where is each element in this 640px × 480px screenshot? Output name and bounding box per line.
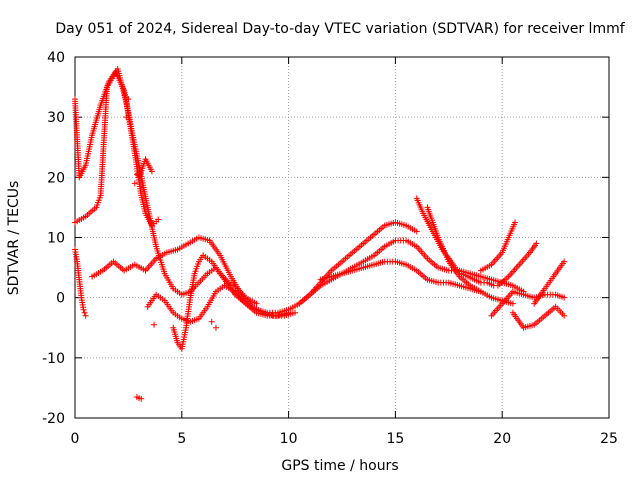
data-point bbox=[533, 240, 540, 247]
data-point bbox=[561, 312, 568, 319]
y-tick-label: -20 bbox=[42, 411, 65, 427]
data-point bbox=[148, 168, 155, 175]
data-point bbox=[561, 258, 568, 265]
data-point bbox=[509, 300, 516, 307]
data-point bbox=[512, 219, 519, 226]
data-point bbox=[151, 321, 158, 328]
data-point bbox=[413, 228, 420, 235]
x-tick-label: 5 bbox=[177, 431, 186, 447]
data-point bbox=[212, 324, 219, 331]
data-point bbox=[125, 96, 132, 103]
data-point bbox=[133, 171, 140, 178]
y-tick-label: 30 bbox=[47, 110, 65, 126]
y-tick-label: 10 bbox=[47, 231, 65, 247]
data-point bbox=[81, 309, 88, 316]
data-point bbox=[155, 216, 162, 223]
data-point bbox=[561, 294, 568, 301]
data-point bbox=[138, 395, 145, 402]
x-tick-label: 25 bbox=[600, 431, 618, 447]
y-tick-label: 20 bbox=[47, 170, 65, 186]
y-tick-label: 0 bbox=[56, 291, 65, 307]
data-point bbox=[253, 300, 260, 307]
data-point bbox=[80, 306, 87, 313]
data-point bbox=[292, 309, 299, 316]
y-axis-label: SDTVAR / TECUs bbox=[6, 181, 22, 296]
data-points bbox=[72, 66, 568, 402]
x-tick-label: 15 bbox=[386, 431, 404, 447]
data-point bbox=[285, 309, 292, 316]
grid bbox=[75, 57, 609, 418]
data-point bbox=[82, 312, 89, 319]
axis-ticks: 0 5 10 15 20 25 -20 -10 0 10 20 30 40 bbox=[42, 50, 618, 447]
x-axis-label: GPS time / hours bbox=[281, 458, 398, 474]
data-point bbox=[208, 318, 215, 325]
y-tick-label: -10 bbox=[42, 351, 65, 367]
x-tick-label: 10 bbox=[280, 431, 298, 447]
data-point bbox=[123, 114, 130, 121]
data-point bbox=[131, 180, 138, 187]
chart-title: Day 051 of 2024, Sidereal Day-to-day VTE… bbox=[55, 21, 625, 37]
x-tick-label: 0 bbox=[71, 431, 80, 447]
x-tick-label: 20 bbox=[493, 431, 511, 447]
y-tick-label: 40 bbox=[47, 50, 65, 66]
